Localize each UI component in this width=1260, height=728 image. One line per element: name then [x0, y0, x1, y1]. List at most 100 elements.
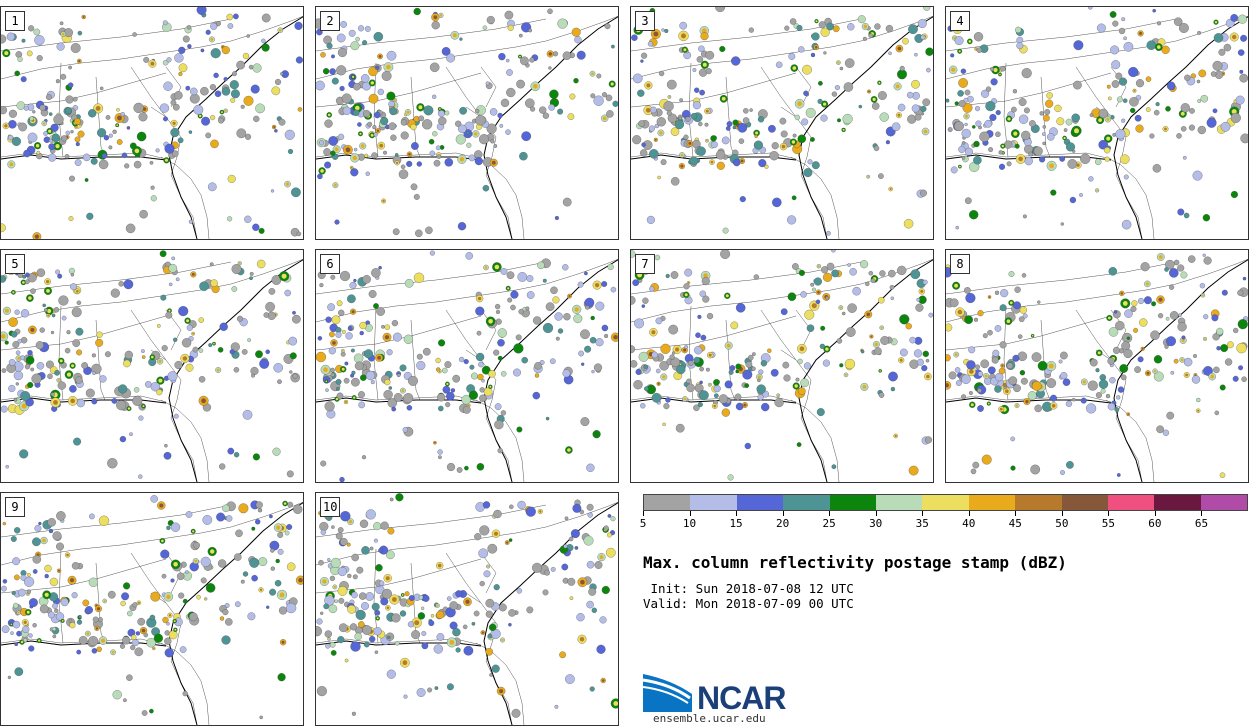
state-boundary	[316, 72, 482, 108]
echo-cell	[374, 111, 381, 119]
echo-cell	[1233, 327, 1239, 334]
state-boundary	[946, 72, 1112, 108]
colorbar-tick-label: 60	[1148, 517, 1162, 530]
echo-cell	[133, 387, 140, 393]
echo-cell	[200, 86, 209, 96]
echo-cell	[579, 509, 585, 515]
echo-cell	[547, 8, 553, 15]
echo-cell	[36, 150, 41, 155]
echo-core	[1153, 370, 1157, 373]
echo-core	[150, 61, 155, 66]
echo-cell	[38, 521, 42, 526]
echo-cell	[693, 404, 700, 412]
echo-core	[895, 84, 900, 89]
echo-cell	[361, 602, 369, 610]
echo-core	[1082, 380, 1086, 384]
echo-core	[987, 402, 990, 405]
echo-cell	[437, 110, 445, 118]
echo-cell	[341, 329, 346, 334]
echo-cell	[890, 386, 896, 392]
echo-cell	[1067, 159, 1078, 169]
echo-core	[740, 159, 744, 163]
echo-cell	[713, 379, 720, 386]
echo-cell	[998, 163, 1006, 170]
echo-core	[168, 614, 172, 617]
echo-cell	[1237, 49, 1245, 56]
echo-cell	[408, 375, 418, 386]
echo-core	[446, 382, 449, 386]
echo-cell	[403, 393, 414, 404]
echo-cell	[255, 350, 263, 359]
echo-cell	[702, 295, 710, 303]
echo-cell	[998, 150, 1003, 155]
echo-cell	[779, 117, 787, 125]
echo-cell	[696, 56, 704, 63]
colorbar-tick	[643, 511, 644, 516]
echo-cell	[351, 591, 358, 599]
echo-cell	[261, 43, 270, 52]
echo-core	[777, 394, 780, 397]
echo-cell	[411, 142, 419, 150]
echo-cell	[364, 25, 371, 32]
echo-core	[285, 182, 290, 186]
ensemble-member-panel: 5	[0, 249, 304, 483]
echo-cell	[913, 349, 923, 358]
echo-cell	[510, 290, 519, 299]
echo-core	[386, 606, 390, 610]
echo-cell	[141, 710, 148, 716]
echo-cell	[265, 301, 275, 312]
echo-cell	[550, 566, 556, 572]
echo-cell	[1106, 84, 1111, 89]
echo-cell	[13, 370, 24, 381]
echo-cell	[91, 353, 96, 358]
echo-core	[814, 46, 818, 49]
echo-cell	[26, 589, 31, 594]
echo-cell	[726, 121, 733, 127]
echo-cell	[363, 641, 370, 648]
echo-cell	[739, 196, 746, 203]
echo-cell	[668, 324, 679, 335]
echo-cell	[1135, 79, 1145, 88]
echo-cell	[98, 159, 109, 170]
echo-cell	[360, 374, 367, 381]
echo-cell	[973, 32, 984, 42]
echo-cell	[475, 108, 480, 114]
echo-cell	[343, 377, 350, 384]
echo-core	[350, 166, 353, 169]
echo-cell	[577, 281, 584, 288]
echo-cell	[607, 514, 612, 518]
echo-cell	[1198, 69, 1207, 78]
echo-cell	[150, 495, 158, 503]
echo-cell	[163, 116, 168, 122]
echo-cell	[163, 81, 173, 91]
echo-core	[276, 525, 281, 530]
echo-cell	[487, 543, 498, 554]
echo-cell	[1129, 97, 1139, 107]
echo-core	[402, 660, 408, 666]
echo-cell	[478, 134, 490, 145]
echo-cell	[470, 372, 478, 380]
echo-cell	[554, 704, 559, 709]
echo-cell	[508, 609, 516, 617]
echo-cell	[53, 114, 64, 125]
echo-cell	[70, 43, 81, 53]
echo-cell	[511, 708, 521, 718]
echo-cell	[1115, 129, 1126, 140]
echo-core	[702, 28, 707, 33]
member-number-label: 1	[5, 11, 25, 31]
echo-cell	[1033, 146, 1043, 156]
state-boundary	[631, 72, 797, 108]
echo-core	[103, 600, 106, 602]
echo-cell	[563, 544, 568, 549]
state-boundary	[316, 261, 547, 295]
echo-cell	[219, 322, 228, 331]
echo-cell	[643, 364, 648, 369]
echo-cell	[885, 24, 894, 33]
echo-cell	[347, 573, 352, 579]
echo-cell	[370, 380, 375, 385]
echo-core	[21, 403, 27, 409]
echo-core	[548, 52, 552, 56]
echo-cell	[987, 366, 996, 375]
colorbar-tick	[1015, 511, 1017, 516]
echo-cell	[1164, 344, 1169, 349]
